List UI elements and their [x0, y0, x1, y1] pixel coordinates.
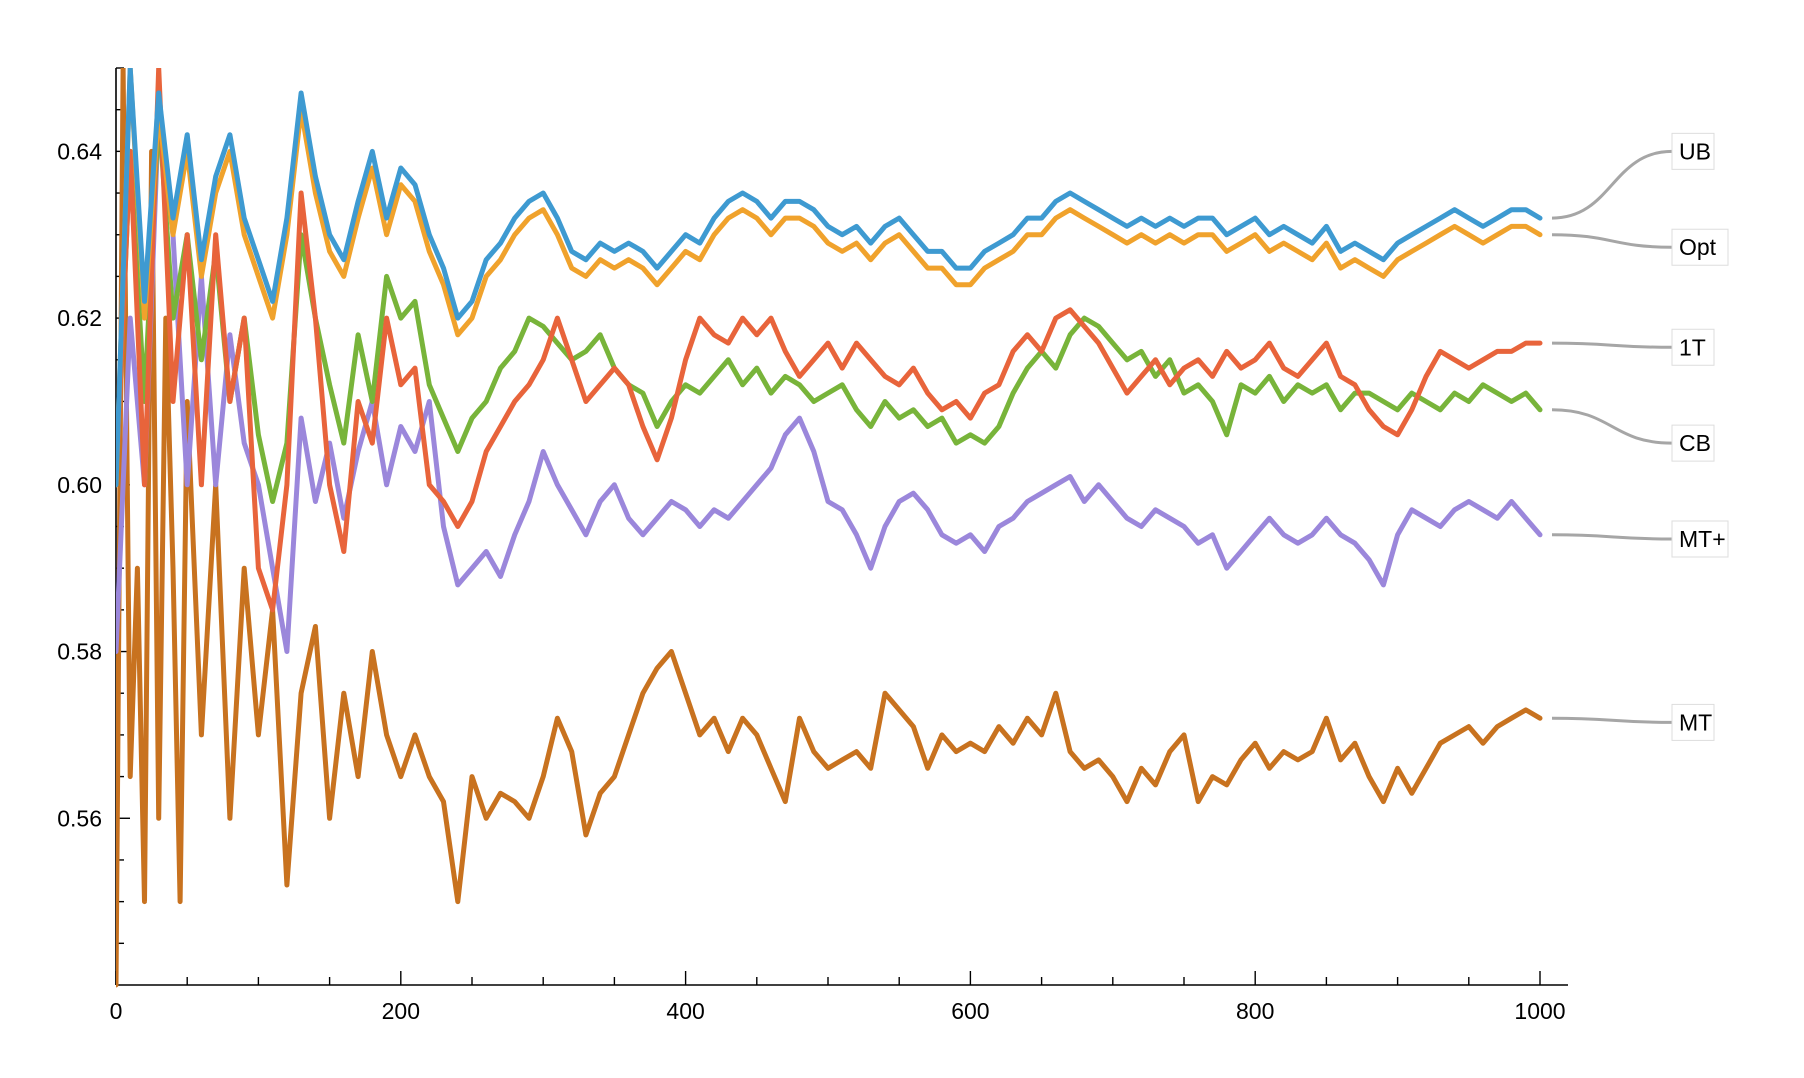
x-tick-label: 200 [382, 998, 420, 1024]
series-labels: MT MT+ CB 1T Opt UB [1551, 132, 1729, 741]
axes: 0 200 400 600 800 1000 0.56 0.58 0.60 0.62 0.64 [57, 67, 1568, 1024]
series-label-box [1671, 424, 1715, 462]
y-tick-label: 0.56 [57, 805, 102, 831]
label-leader-line [1551, 716, 1673, 724]
label-leader-line [1551, 533, 1673, 541]
x-tick-label: 1000 [1514, 998, 1565, 1024]
label-leader-line [1551, 233, 1673, 249]
series-label: MT [1679, 709, 1712, 735]
series-label: MT+ [1679, 526, 1726, 552]
y-tick-label: 0.58 [57, 639, 102, 665]
x-tick-label: 0 [110, 998, 123, 1024]
x-tick-label: 400 [666, 998, 704, 1024]
label-leader-line [1551, 341, 1673, 349]
series-label-box [1671, 328, 1715, 366]
series-label-box [1671, 132, 1715, 170]
series-label: UB [1679, 138, 1711, 164]
series-line-ub [116, 68, 1543, 488]
series-line-mt [116, 68, 1543, 988]
label-leader-line [1551, 408, 1673, 445]
x-tick-label: 800 [1236, 998, 1274, 1024]
x-tick-label: 600 [951, 998, 989, 1024]
y-tick-label: 0.64 [57, 138, 102, 164]
series-label-box [1671, 228, 1729, 266]
series-line-opt [116, 68, 1543, 488]
series-layer [116, 68, 1543, 988]
series-label: CB [1679, 430, 1711, 456]
series-label: Opt [1679, 234, 1717, 260]
series-label: 1T [1679, 334, 1706, 360]
y-tick-label: 0.60 [57, 472, 102, 498]
y-tick-label: 0.62 [57, 305, 102, 331]
series-label-box [1671, 703, 1715, 741]
label-leader-line [1551, 149, 1673, 220]
series-line-cb [116, 107, 1543, 504]
series-label-box [1671, 520, 1729, 558]
series-line-1t [116, 68, 1543, 613]
